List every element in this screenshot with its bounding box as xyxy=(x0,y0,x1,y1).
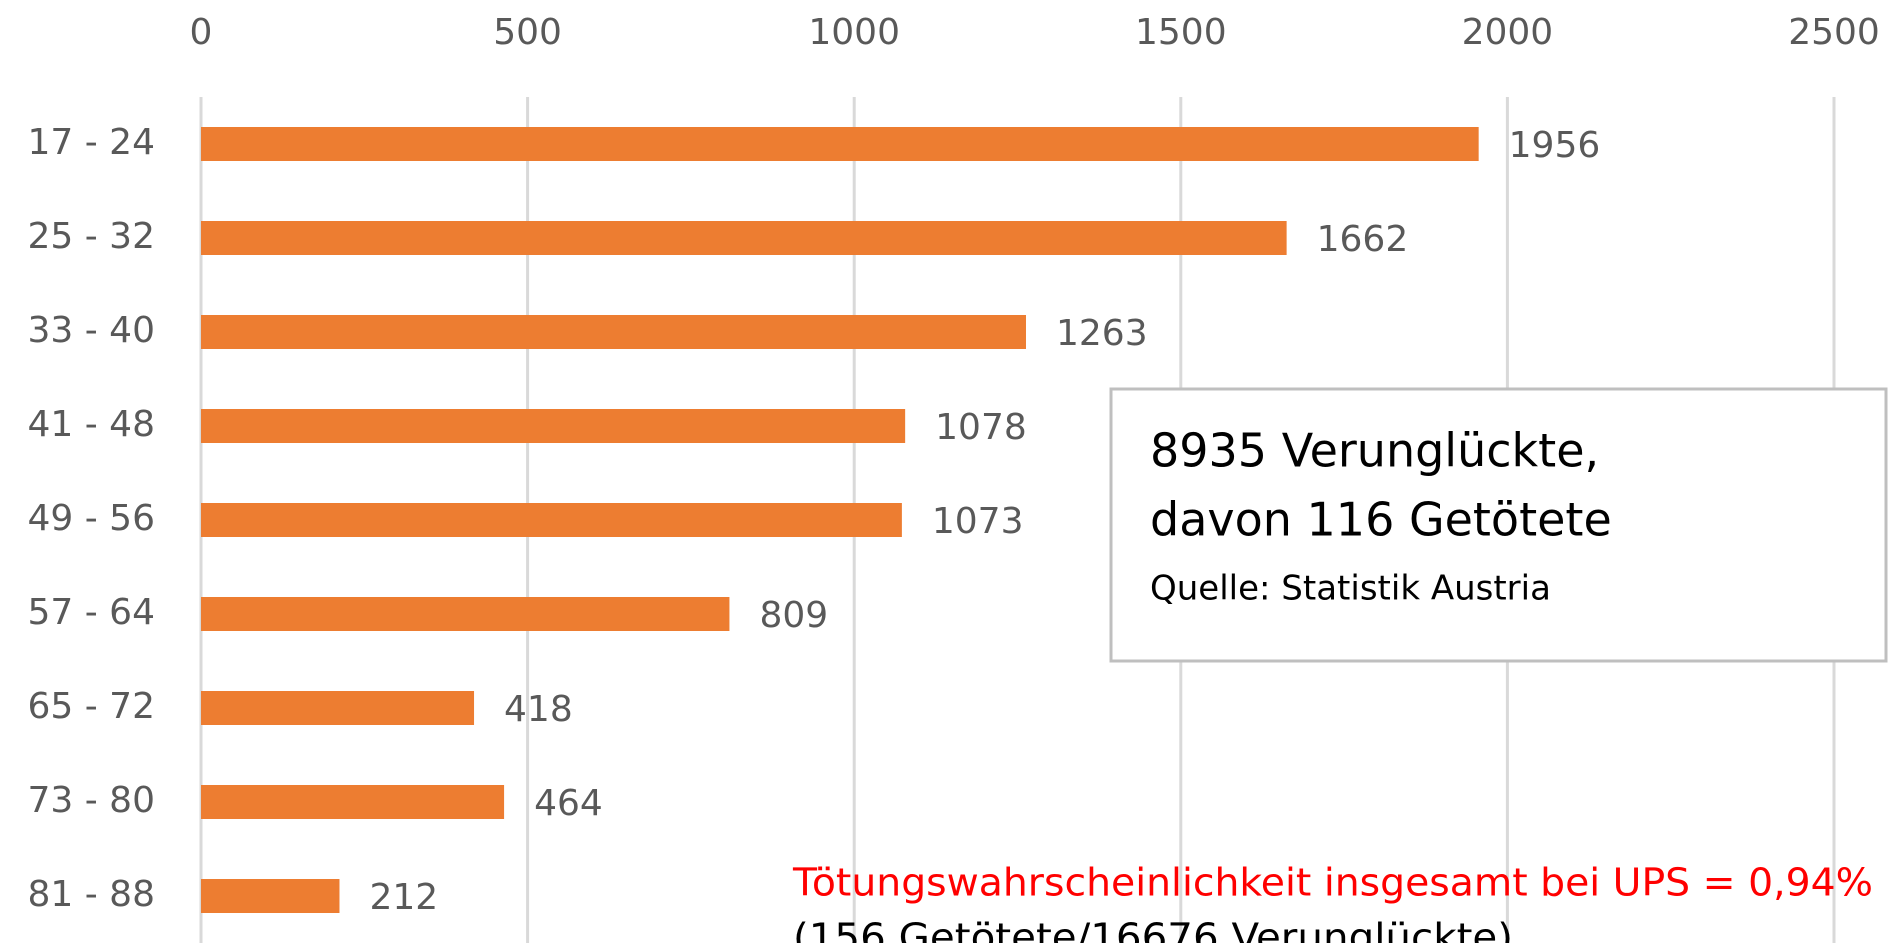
y-tick-label: 17 - 24 xyxy=(28,122,156,163)
data-label: 212 xyxy=(369,877,438,918)
y-tick-label: 57 - 64 xyxy=(28,592,156,633)
bar xyxy=(201,409,906,443)
annotation-line: davon 116 Getötete xyxy=(1150,493,1612,547)
data-label: 1956 xyxy=(1509,125,1601,166)
annotation-note: (156 Getötete/16676 Verunglückte) xyxy=(793,916,1513,943)
bar xyxy=(201,127,1479,161)
annotation-source: Quelle: Statistik Austria xyxy=(1150,569,1551,609)
bar xyxy=(201,691,475,725)
y-tick-label: 41 - 48 xyxy=(28,404,156,445)
annotation-note: Tötungswahrscheinlichkeit insgesamt bei … xyxy=(792,861,1873,905)
y-tick-label: 65 - 72 xyxy=(28,686,156,727)
annotation-line: 8935 Verunglückte, xyxy=(1150,424,1599,478)
x-tick-label: 1000 xyxy=(808,12,900,53)
data-label: 418 xyxy=(504,689,573,730)
bar xyxy=(201,879,340,913)
data-label: 1263 xyxy=(1056,313,1148,354)
y-tick-label: 81 - 88 xyxy=(28,874,156,915)
data-label: 464 xyxy=(534,783,603,824)
x-tick-label: 2500 xyxy=(1788,12,1880,53)
x-tick-label: 0 xyxy=(190,12,213,53)
x-tick-label: 2000 xyxy=(1462,12,1554,53)
x-tick-label: 500 xyxy=(493,12,562,53)
x-tick-label: 1500 xyxy=(1135,12,1227,53)
y-tick-label: 49 - 56 xyxy=(28,498,156,539)
y-tick-label: 25 - 32 xyxy=(28,216,156,257)
data-label: 1073 xyxy=(932,501,1024,542)
bar xyxy=(201,597,730,631)
y-tick-label: 73 - 80 xyxy=(28,780,156,821)
bar xyxy=(201,503,902,537)
bar xyxy=(201,785,505,819)
data-label: 1662 xyxy=(1317,219,1409,260)
bar xyxy=(201,315,1026,349)
data-label: 809 xyxy=(759,595,828,636)
annotation-box xyxy=(1109,387,1888,663)
bar xyxy=(201,221,1287,255)
y-tick-label: 33 - 40 xyxy=(28,310,156,351)
data-label: 1078 xyxy=(935,407,1027,448)
